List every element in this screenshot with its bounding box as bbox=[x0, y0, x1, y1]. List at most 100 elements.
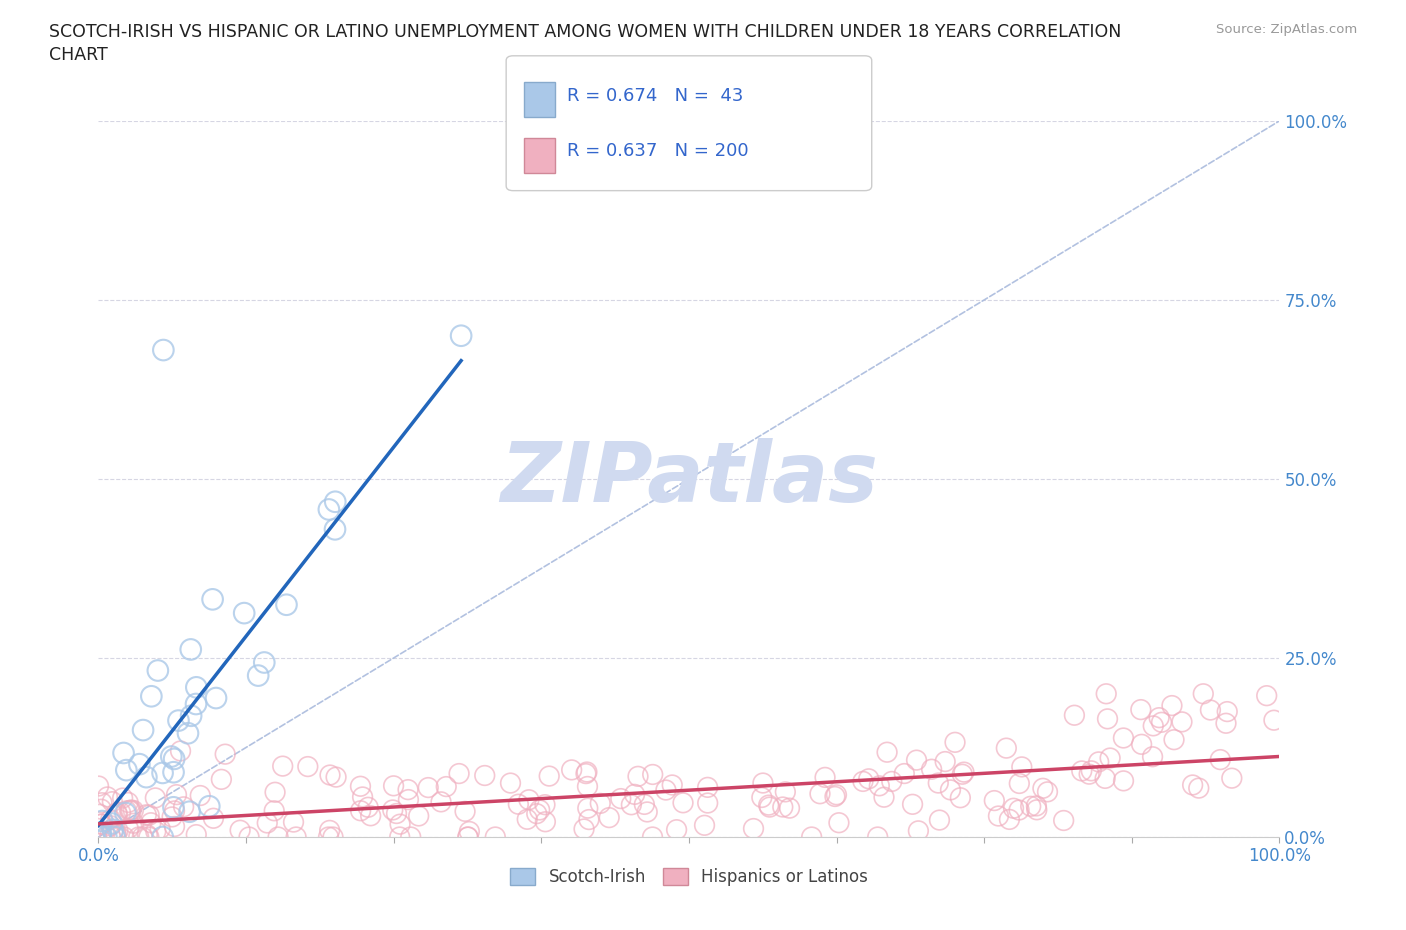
Point bbox=[534, 797, 557, 812]
Point bbox=[758, 798, 780, 813]
Point bbox=[163, 819, 186, 834]
Point bbox=[610, 791, 633, 806]
Point bbox=[484, 830, 506, 844]
Point bbox=[921, 762, 943, 777]
Point bbox=[136, 828, 159, 843]
Point bbox=[283, 815, 305, 830]
Point bbox=[90, 829, 112, 844]
Point bbox=[572, 821, 595, 836]
Point bbox=[927, 776, 949, 790]
Point bbox=[93, 825, 115, 840]
Point bbox=[474, 768, 496, 783]
Point bbox=[91, 817, 114, 831]
Point bbox=[349, 778, 371, 793]
Point bbox=[575, 764, 598, 779]
Point bbox=[1036, 784, 1059, 799]
Point bbox=[360, 808, 382, 823]
Point bbox=[620, 797, 643, 812]
Point bbox=[162, 800, 184, 815]
Point bbox=[454, 804, 477, 818]
Point bbox=[122, 803, 145, 817]
Point bbox=[1216, 704, 1239, 719]
Point bbox=[247, 668, 270, 683]
Point bbox=[814, 770, 837, 785]
Point bbox=[950, 767, 973, 782]
Point bbox=[318, 823, 340, 838]
Point bbox=[893, 766, 915, 781]
Point bbox=[323, 495, 346, 510]
Point bbox=[516, 812, 538, 827]
Point bbox=[772, 800, 794, 815]
Point bbox=[100, 818, 122, 833]
Point bbox=[152, 765, 174, 780]
Point bbox=[758, 800, 780, 815]
Point bbox=[396, 782, 419, 797]
Point bbox=[858, 771, 880, 786]
Point bbox=[399, 830, 422, 844]
Point bbox=[323, 522, 346, 537]
Point bbox=[319, 767, 342, 782]
Point bbox=[285, 830, 308, 844]
Point bbox=[202, 811, 225, 826]
Point bbox=[672, 795, 695, 810]
Point bbox=[382, 778, 405, 793]
Point bbox=[179, 804, 201, 819]
Point bbox=[499, 776, 522, 790]
Point bbox=[1025, 803, 1047, 817]
Point bbox=[828, 816, 851, 830]
Point bbox=[1181, 777, 1204, 792]
Point bbox=[253, 655, 276, 670]
Point bbox=[1095, 686, 1118, 701]
Point bbox=[90, 817, 112, 831]
Point bbox=[135, 807, 157, 822]
Point bbox=[117, 821, 139, 836]
Point bbox=[162, 764, 184, 779]
Point bbox=[1147, 711, 1170, 725]
Point bbox=[111, 790, 134, 805]
Point bbox=[177, 725, 200, 740]
Point bbox=[149, 821, 172, 836]
Point bbox=[166, 787, 188, 802]
Point bbox=[90, 830, 112, 844]
Point bbox=[987, 808, 1010, 823]
Point bbox=[538, 768, 561, 783]
Point bbox=[389, 817, 412, 831]
Point bbox=[256, 816, 278, 830]
Point bbox=[318, 830, 340, 844]
Text: R = 0.637   N = 200: R = 0.637 N = 200 bbox=[567, 142, 748, 160]
Point bbox=[180, 709, 202, 724]
Point bbox=[271, 759, 294, 774]
Point bbox=[905, 752, 928, 767]
Point bbox=[396, 792, 419, 807]
Point bbox=[163, 751, 186, 766]
Point bbox=[655, 782, 678, 797]
Point bbox=[742, 821, 765, 836]
Point bbox=[229, 823, 252, 838]
Point bbox=[186, 827, 208, 842]
Point bbox=[434, 779, 457, 794]
Point bbox=[876, 745, 898, 760]
Point bbox=[160, 809, 183, 824]
Point bbox=[350, 804, 373, 818]
Point bbox=[779, 801, 801, 816]
Legend: Scotch-Irish, Hispanics or Latinos: Scotch-Irish, Hispanics or Latinos bbox=[503, 861, 875, 893]
Point bbox=[173, 800, 195, 815]
Point bbox=[357, 800, 380, 815]
Point bbox=[458, 824, 481, 839]
Point bbox=[408, 808, 430, 823]
Point bbox=[388, 830, 411, 844]
Text: R = 0.674   N =  43: R = 0.674 N = 43 bbox=[567, 86, 742, 104]
Point bbox=[578, 812, 600, 827]
Point bbox=[526, 806, 548, 821]
Point bbox=[138, 830, 160, 844]
Point bbox=[105, 805, 128, 820]
Point bbox=[91, 814, 114, 829]
Point bbox=[1002, 801, 1025, 816]
Point bbox=[457, 830, 479, 844]
Point bbox=[263, 804, 285, 818]
Text: Source: ZipAtlas.com: Source: ZipAtlas.com bbox=[1216, 23, 1357, 36]
Point bbox=[693, 817, 716, 832]
Point bbox=[1008, 803, 1031, 817]
Point bbox=[132, 723, 155, 737]
Point bbox=[1215, 716, 1237, 731]
